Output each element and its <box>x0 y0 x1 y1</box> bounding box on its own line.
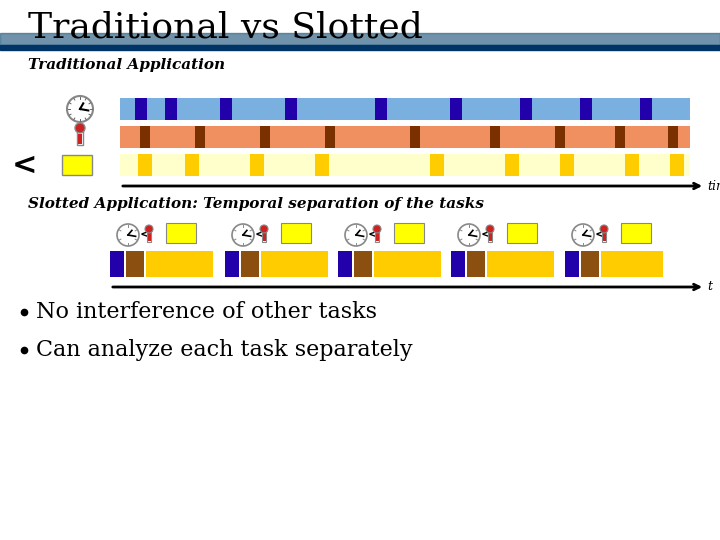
Bar <box>560 154 574 176</box>
Bar <box>0 45 720 50</box>
Text: Can analyze each task separately: Can analyze each task separately <box>36 339 413 361</box>
Bar <box>601 251 663 277</box>
Bar <box>375 230 379 242</box>
Bar <box>451 251 465 277</box>
Circle shape <box>232 224 254 246</box>
Circle shape <box>572 224 594 246</box>
Bar <box>120 154 690 176</box>
Bar <box>262 230 266 242</box>
Bar <box>354 251 372 277</box>
Bar <box>488 233 492 241</box>
Circle shape <box>260 225 268 233</box>
Text: <: < <box>481 228 492 241</box>
Bar <box>603 233 606 241</box>
Bar <box>140 126 150 148</box>
Bar <box>490 126 500 148</box>
Bar <box>166 223 196 243</box>
Bar <box>467 251 485 277</box>
Bar <box>195 126 205 148</box>
Bar <box>241 251 259 277</box>
Bar <box>263 233 266 241</box>
Bar <box>668 126 678 148</box>
Bar <box>0 33 720 45</box>
Bar <box>120 98 690 120</box>
Text: Traditional Application: Traditional Application <box>28 58 225 72</box>
Bar <box>220 98 232 120</box>
Bar <box>165 98 177 120</box>
Bar <box>615 126 625 148</box>
Bar <box>250 154 264 176</box>
Bar <box>580 98 592 120</box>
Bar <box>602 230 606 242</box>
Text: Traditional vs Slotted: Traditional vs Slotted <box>28 10 423 44</box>
Bar <box>260 126 270 148</box>
Bar <box>315 154 329 176</box>
Bar <box>146 251 213 277</box>
Circle shape <box>117 224 139 246</box>
Bar <box>325 126 335 148</box>
Bar <box>376 233 379 241</box>
Bar <box>565 251 579 277</box>
Bar <box>147 230 151 242</box>
Bar <box>281 223 311 243</box>
Text: No interference of other tasks: No interference of other tasks <box>36 301 377 323</box>
Circle shape <box>145 225 153 233</box>
Text: time: time <box>707 179 720 192</box>
Bar <box>285 98 297 120</box>
Bar <box>505 154 519 176</box>
Bar <box>430 154 444 176</box>
Bar <box>261 251 328 277</box>
Bar <box>487 251 554 277</box>
Text: <: < <box>12 151 37 179</box>
Bar <box>148 233 150 241</box>
Bar <box>621 223 651 243</box>
Bar <box>135 98 147 120</box>
Bar <box>450 98 462 120</box>
Bar <box>394 223 424 243</box>
Bar <box>640 98 652 120</box>
Bar <box>625 154 639 176</box>
Circle shape <box>75 123 85 133</box>
Circle shape <box>486 225 494 233</box>
Bar <box>138 154 152 176</box>
Bar <box>110 251 124 277</box>
Circle shape <box>458 224 480 246</box>
Bar <box>374 251 441 277</box>
Circle shape <box>600 225 608 233</box>
Bar <box>507 223 537 243</box>
Circle shape <box>373 225 381 233</box>
Circle shape <box>67 96 93 122</box>
Bar <box>670 154 684 176</box>
Bar <box>520 98 532 120</box>
Bar <box>78 134 82 144</box>
Bar <box>338 251 352 277</box>
Bar <box>225 251 239 277</box>
Bar <box>488 230 492 242</box>
Bar <box>555 126 565 148</box>
Bar <box>120 126 690 148</box>
Text: Slotted Application: Temporal separation of the tasks: Slotted Application: Temporal separation… <box>28 197 484 211</box>
Bar <box>126 251 144 277</box>
Circle shape <box>345 224 367 246</box>
Bar <box>185 154 199 176</box>
Text: t: t <box>707 280 712 294</box>
Text: <: < <box>255 228 266 241</box>
Bar <box>410 126 420 148</box>
Bar <box>375 98 387 120</box>
Text: <: < <box>140 228 150 241</box>
Bar <box>77 129 83 145</box>
Text: <: < <box>368 228 379 241</box>
Text: <: < <box>595 228 606 241</box>
Bar <box>62 155 92 175</box>
Bar <box>581 251 599 277</box>
